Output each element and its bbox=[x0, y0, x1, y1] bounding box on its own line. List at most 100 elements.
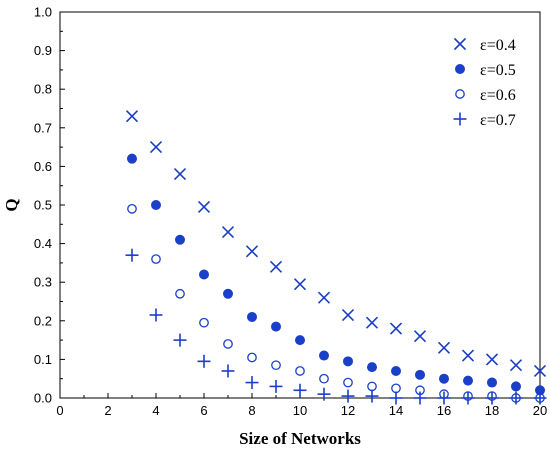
data-point bbox=[463, 375, 473, 386]
data-point bbox=[149, 141, 163, 154]
data-point bbox=[413, 391, 427, 405]
x-tick-label: 4 bbox=[152, 403, 159, 418]
data-point bbox=[343, 377, 353, 388]
x-tick-label: 2 bbox=[104, 403, 111, 418]
legend-label: ε=0.7 bbox=[480, 112, 516, 129]
data-point bbox=[271, 360, 281, 371]
data-point bbox=[317, 291, 331, 304]
data-point bbox=[199, 317, 209, 328]
data-point bbox=[413, 330, 427, 343]
data-point bbox=[485, 353, 499, 366]
data-point bbox=[317, 387, 331, 401]
data-point bbox=[125, 248, 139, 262]
data-point bbox=[175, 234, 185, 245]
legend-marker bbox=[455, 64, 465, 74]
x-axis-title: Size of Networks bbox=[239, 429, 361, 448]
data-point bbox=[391, 365, 401, 376]
data-point bbox=[533, 364, 547, 378]
data-point bbox=[127, 204, 137, 214]
x-tick-label: 6 bbox=[200, 403, 207, 418]
data-marks bbox=[125, 110, 547, 405]
data-point bbox=[223, 288, 233, 299]
data-point bbox=[343, 356, 353, 367]
x-tick-label: 0 bbox=[56, 403, 63, 418]
data-point bbox=[365, 316, 379, 329]
data-point bbox=[391, 383, 401, 394]
y-tick-label: 0.2 bbox=[34, 313, 52, 328]
data-point bbox=[127, 153, 137, 164]
data-point bbox=[247, 352, 257, 363]
x-tick-label: 18 bbox=[485, 403, 499, 418]
data-point bbox=[175, 288, 185, 299]
data-point bbox=[461, 349, 475, 362]
data-point bbox=[269, 379, 283, 393]
x-tick-label: 10 bbox=[293, 403, 307, 418]
data-point bbox=[223, 339, 233, 349]
data-point bbox=[415, 369, 425, 380]
data-point bbox=[533, 391, 547, 405]
data-point bbox=[149, 308, 163, 322]
data-point bbox=[197, 200, 211, 213]
x-tick-label: 8 bbox=[248, 403, 255, 418]
data-point bbox=[221, 364, 235, 378]
data-point bbox=[245, 376, 259, 390]
data-point bbox=[245, 245, 259, 258]
legend: ε=0.4 ε=0.5 ε=0.6 ε=0.7 bbox=[453, 37, 516, 129]
data-point bbox=[511, 381, 521, 392]
data-point bbox=[247, 311, 257, 322]
y-tick-label: 1.0 bbox=[34, 5, 52, 20]
data-point bbox=[509, 359, 523, 372]
data-point bbox=[341, 308, 355, 322]
data-point bbox=[341, 389, 355, 403]
x-tick-label: 12 bbox=[341, 403, 355, 418]
legend-marker bbox=[455, 89, 465, 99]
x-tick-label: 20 bbox=[533, 403, 547, 418]
legend-marker bbox=[453, 112, 467, 126]
data-point bbox=[367, 381, 377, 392]
data-point bbox=[221, 225, 235, 239]
y-tick-label: 0.3 bbox=[34, 275, 52, 290]
x-tick-label: 14 bbox=[389, 403, 403, 418]
data-point bbox=[151, 200, 161, 210]
data-point bbox=[319, 373, 329, 384]
data-point bbox=[487, 377, 497, 388]
data-point bbox=[509, 391, 523, 405]
data-point bbox=[269, 260, 283, 273]
data-point bbox=[173, 168, 187, 181]
data-point bbox=[437, 341, 451, 354]
data-point bbox=[295, 366, 305, 376]
y-tick-label: 0.4 bbox=[34, 236, 52, 251]
data-point bbox=[173, 333, 187, 347]
axis-ticks: 0 2 4 6 8 10 12 14 16 18 20 0.0 0.1 0.2 0.3 0.4 0.5 0.6 0.… bbox=[34, 5, 547, 419]
data-point bbox=[365, 389, 379, 403]
x-tick-label: 16 bbox=[437, 403, 451, 418]
legend-label: ε=0.6 bbox=[480, 87, 516, 104]
data-point bbox=[461, 391, 475, 405]
legend-label: ε=0.5 bbox=[480, 62, 516, 79]
legend-marker bbox=[453, 37, 467, 51]
y-tick-label: 0.5 bbox=[34, 198, 52, 213]
y-tick-label: 0.7 bbox=[34, 120, 52, 135]
data-point bbox=[295, 335, 305, 346]
data-point bbox=[125, 110, 139, 123]
y-tick-label: 0.9 bbox=[34, 43, 52, 58]
data-point bbox=[293, 383, 307, 397]
data-point bbox=[199, 269, 209, 280]
data-point bbox=[151, 254, 161, 264]
data-point bbox=[197, 354, 211, 368]
y-tick-label: 0.0 bbox=[34, 391, 52, 406]
data-point bbox=[271, 321, 281, 332]
data-point bbox=[319, 350, 329, 361]
y-tick-label: 0.6 bbox=[34, 159, 52, 174]
data-point bbox=[535, 385, 545, 396]
data-point bbox=[485, 391, 499, 405]
data-point bbox=[439, 373, 449, 384]
y-tick-label: 0.8 bbox=[34, 82, 52, 97]
data-point bbox=[437, 391, 451, 405]
data-point bbox=[293, 278, 307, 291]
y-axis-title: Q bbox=[2, 198, 21, 211]
y-tick-label: 0.1 bbox=[34, 352, 52, 367]
legend-label: ε=0.4 bbox=[480, 37, 516, 54]
data-point bbox=[367, 362, 377, 373]
